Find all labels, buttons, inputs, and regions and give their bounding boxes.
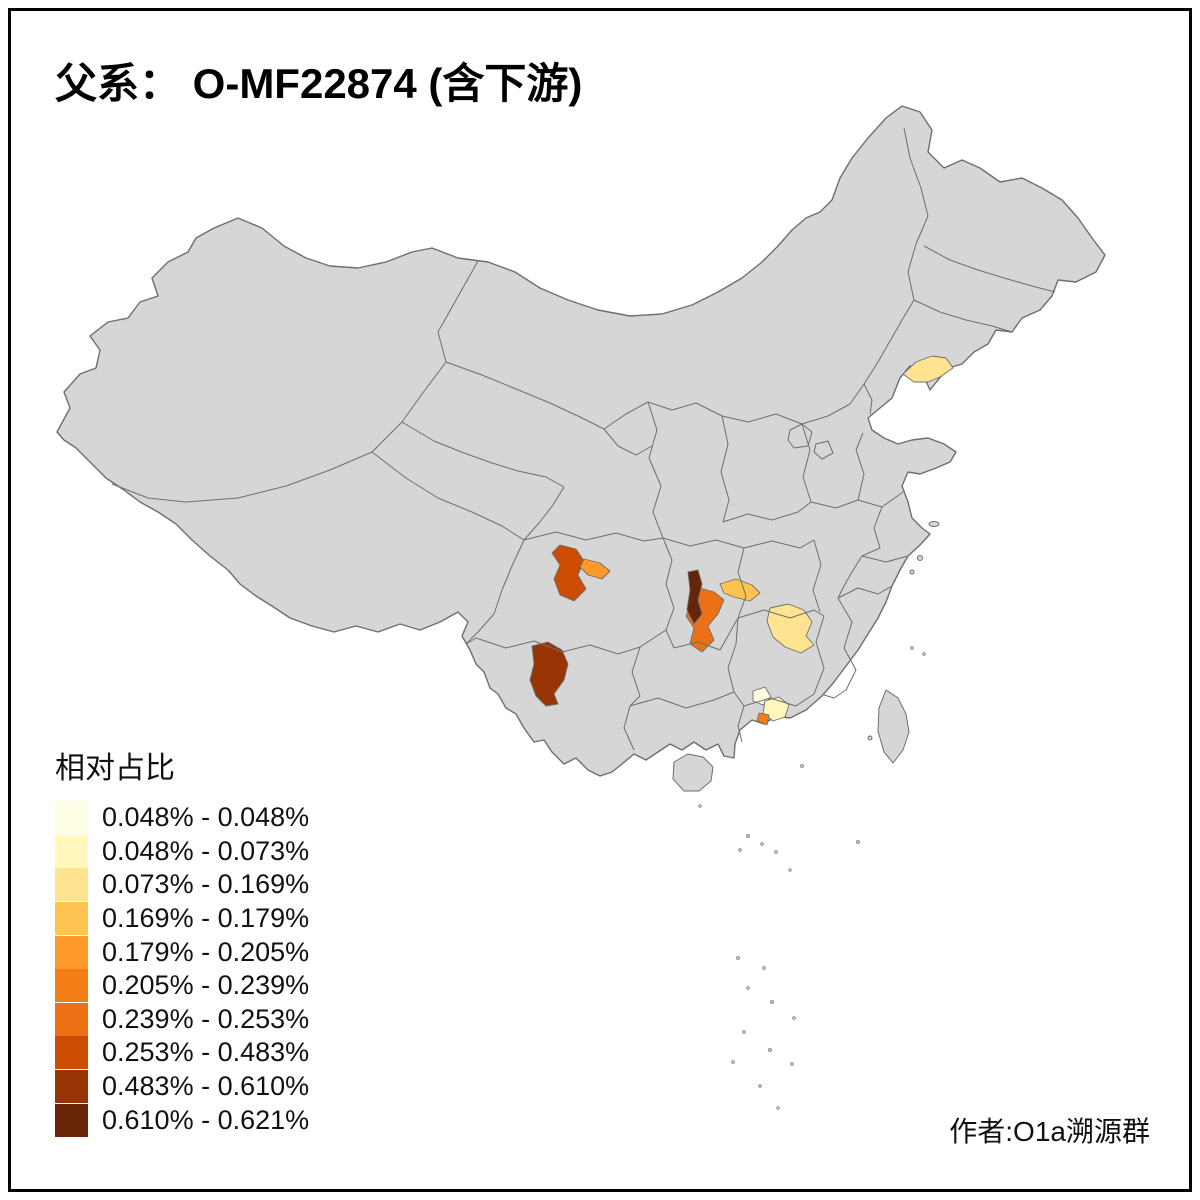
legend-row: 0.610% - 0.621% bbox=[55, 1103, 309, 1137]
legend-swatch bbox=[55, 935, 88, 969]
region-guangdong-orange bbox=[756, 712, 770, 726]
legend-label: 0.179% - 0.205% bbox=[102, 936, 310, 967]
legend-label: 0.205% - 0.239% bbox=[102, 970, 310, 1001]
legend-row: 0.239% - 0.253% bbox=[55, 1002, 310, 1037]
region-sichuan-west bbox=[551, 544, 587, 602]
legend-label: 0.239% - 0.253% bbox=[102, 1003, 310, 1034]
plot-title: 父系： O-MF22874 (含下游) bbox=[55, 60, 583, 107]
legend-row: 0.253% - 0.483% bbox=[55, 1036, 309, 1070]
legend-swatch bbox=[55, 969, 88, 1003]
penghu-islet bbox=[867, 735, 873, 741]
legend-swatch bbox=[55, 902, 88, 936]
legend-swatch bbox=[55, 1002, 88, 1036]
legend-row: 0.048% - 0.073% bbox=[55, 834, 310, 869]
legend-label: 0.048% - 0.048% bbox=[102, 802, 310, 833]
legend-row: 0.179% - 0.205% bbox=[55, 935, 309, 969]
legend-row: 0.048% - 0.048% bbox=[55, 801, 309, 835]
legend-swatch bbox=[55, 834, 88, 868]
region-hubei-west-gold bbox=[719, 578, 761, 602]
legend-label: 0.048% - 0.073% bbox=[102, 835, 310, 866]
legend-title: 相对占比 bbox=[55, 752, 175, 785]
region-sichuan-central bbox=[579, 558, 611, 580]
legend-row: 0.483% - 0.610% bbox=[55, 1070, 309, 1104]
legend-swatch bbox=[55, 1036, 88, 1070]
legend: 相对占比 0.048% - 0.048% 0.048% - 0.073% 0.0… bbox=[55, 743, 309, 1137]
region-yunnan-west bbox=[529, 641, 569, 707]
legend-label: 0.169% - 0.179% bbox=[102, 903, 310, 934]
hainan-island bbox=[672, 753, 714, 792]
legend-swatch bbox=[55, 868, 88, 902]
attribution: 作者:O1a溯源群 bbox=[949, 1116, 1150, 1147]
islands bbox=[672, 521, 940, 792]
province-borders bbox=[111, 127, 1056, 751]
legend-row: 0.073% - 0.169% bbox=[55, 868, 309, 902]
region-chongqing-dark-strip bbox=[686, 569, 703, 625]
legend-label: 0.253% - 0.483% bbox=[102, 1037, 310, 1068]
region-liaoning-peninsula bbox=[902, 355, 954, 383]
legend-row: 0.169% - 0.179% bbox=[55, 902, 309, 936]
legend-swatch bbox=[55, 1103, 88, 1137]
south-china-sea-islets bbox=[698, 646, 926, 1110]
mainland-china bbox=[56, 105, 1106, 777]
legend-row: 0.205% - 0.239% bbox=[55, 969, 309, 1003]
legend-label: 0.483% - 0.610% bbox=[102, 1071, 310, 1102]
region-hunan-east-pale bbox=[766, 603, 815, 654]
coastal-islet bbox=[909, 569, 915, 575]
taiwan-island bbox=[877, 689, 910, 764]
zhoushan-islet bbox=[917, 555, 923, 561]
legend-swatch bbox=[55, 1070, 88, 1104]
chongming-islet bbox=[928, 521, 940, 527]
legend-label: 0.610% - 0.621% bbox=[102, 1104, 310, 1135]
highlighted-regions bbox=[529, 355, 954, 726]
legend-swatch bbox=[55, 801, 88, 835]
legend-label: 0.073% - 0.169% bbox=[102, 869, 310, 900]
region-guangdong-pale bbox=[762, 696, 790, 722]
